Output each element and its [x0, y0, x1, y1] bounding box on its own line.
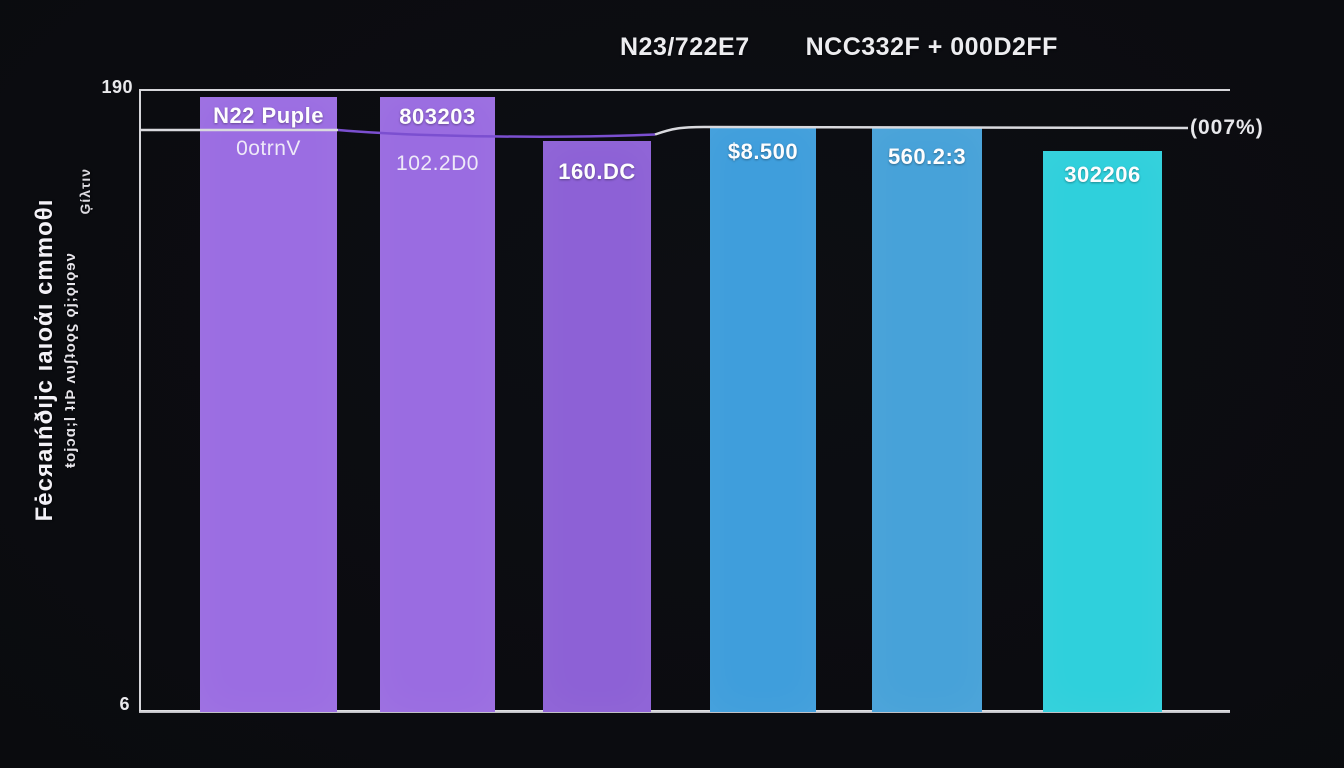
chart-title-part2: NCC332F + 000D2FF [805, 33, 1058, 61]
bar-label-primary: 560.2:3 [887, 144, 967, 169]
chart-title: N23/722E7 NCC332F + 000D2FF [620, 33, 1058, 62]
y-axis-title: Fėcяaıńðıjc ıаıoάı cmmoθı ŧojɔɑ;l ʇıϷ ʌυ… [14, 130, 110, 590]
bar-label-primary: 803203 [399, 104, 476, 129]
plot-top-border [139, 89, 1230, 91]
y-axis-title-line2: ŧojɔɑ;l ʇıϷ ʌυʃʇoϙϛ ϙj;ϙıϙɘν [62, 252, 79, 468]
bar-n22-puple: N22 Puple 0otrnV [200, 97, 337, 712]
bar-560-23: 560.2:3 [872, 127, 982, 712]
x-axis-line [139, 710, 1230, 713]
bar-label-primary: $8.500 [727, 139, 799, 164]
bar-302206: 302206 [1043, 151, 1162, 712]
bar-label-secondary: 102.2D0 [396, 152, 479, 175]
bar-label-primary: 302206 [1064, 162, 1141, 187]
bar-803203: 803203 102.2D0 [380, 97, 495, 712]
y-axis-title-line3: Ģίλτıν [77, 168, 93, 215]
y-axis-line [139, 89, 141, 712]
y-tick-min: 6 [119, 694, 130, 714]
chart-title-part1: N23/722E7 [620, 33, 750, 61]
trend-line-label: (007%) [1190, 116, 1264, 139]
bar-160dc: 160.DC [543, 141, 651, 712]
bar-8500: $8.500 [710, 127, 816, 712]
y-axis-title-line1: Fėcяaıńðıjc ıаıoάı cmmoθı [31, 198, 58, 522]
bar-label-secondary: 0otrnV [236, 137, 301, 160]
y-tick-max: 190 [101, 77, 133, 97]
bar-label-primary: 160.DC [558, 159, 636, 184]
bar-label-primary: N22 Puple [213, 103, 324, 128]
